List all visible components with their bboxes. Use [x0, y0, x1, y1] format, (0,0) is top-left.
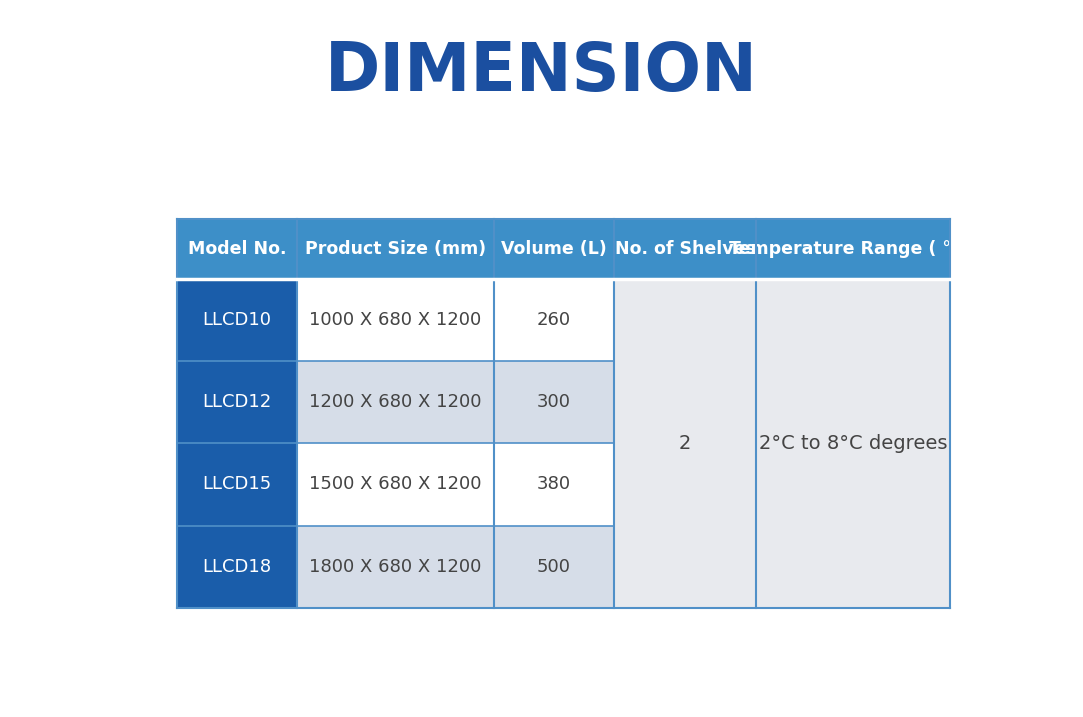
Bar	[494, 443, 614, 526]
Bar	[494, 526, 614, 608]
Bar	[494, 361, 614, 443]
Bar	[178, 219, 297, 279]
Text: 380: 380	[537, 475, 571, 493]
Bar	[178, 443, 297, 526]
Text: 1000 X 680 X 1200: 1000 X 680 X 1200	[310, 311, 482, 329]
Bar	[297, 443, 494, 526]
Text: 300: 300	[537, 393, 571, 412]
Bar	[297, 279, 494, 361]
Bar	[178, 526, 297, 608]
Text: No. of Shelves: No. of Shelves	[615, 239, 756, 257]
Bar	[178, 279, 297, 361]
Text: Model No.: Model No.	[188, 239, 286, 257]
Text: 260: 260	[537, 311, 571, 329]
Bar	[297, 361, 494, 443]
Bar	[494, 219, 614, 279]
Text: 2°C to 8°C degrees: 2°C to 8°C degrees	[759, 434, 948, 453]
Text: LLCD10: LLCD10	[203, 311, 272, 329]
Text: Product Size (mm): Product Size (mm)	[305, 239, 486, 257]
Text: DIMENSION: DIMENSION	[325, 39, 758, 105]
Text: LLCD15: LLCD15	[203, 475, 272, 493]
Text: Temperature Range ( °C ): Temperature Range ( °C )	[729, 239, 977, 257]
Bar	[756, 279, 950, 608]
Bar	[297, 526, 494, 608]
Text: 500: 500	[537, 558, 571, 576]
Bar	[494, 279, 614, 361]
Text: 1200 X 680 X 1200: 1200 X 680 X 1200	[310, 393, 482, 412]
Text: Volume (L): Volume (L)	[501, 239, 606, 257]
Bar	[297, 219, 494, 279]
Text: LLCD12: LLCD12	[203, 393, 272, 412]
Bar	[614, 219, 756, 279]
Bar	[756, 219, 950, 279]
Bar	[614, 279, 756, 608]
Text: 1500 X 680 X 1200: 1500 X 680 X 1200	[310, 475, 482, 493]
Text: 1800 X 680 X 1200: 1800 X 680 X 1200	[310, 558, 482, 576]
Text: 2: 2	[679, 434, 691, 453]
Text: LLCD18: LLCD18	[203, 558, 272, 576]
Bar	[178, 361, 297, 443]
